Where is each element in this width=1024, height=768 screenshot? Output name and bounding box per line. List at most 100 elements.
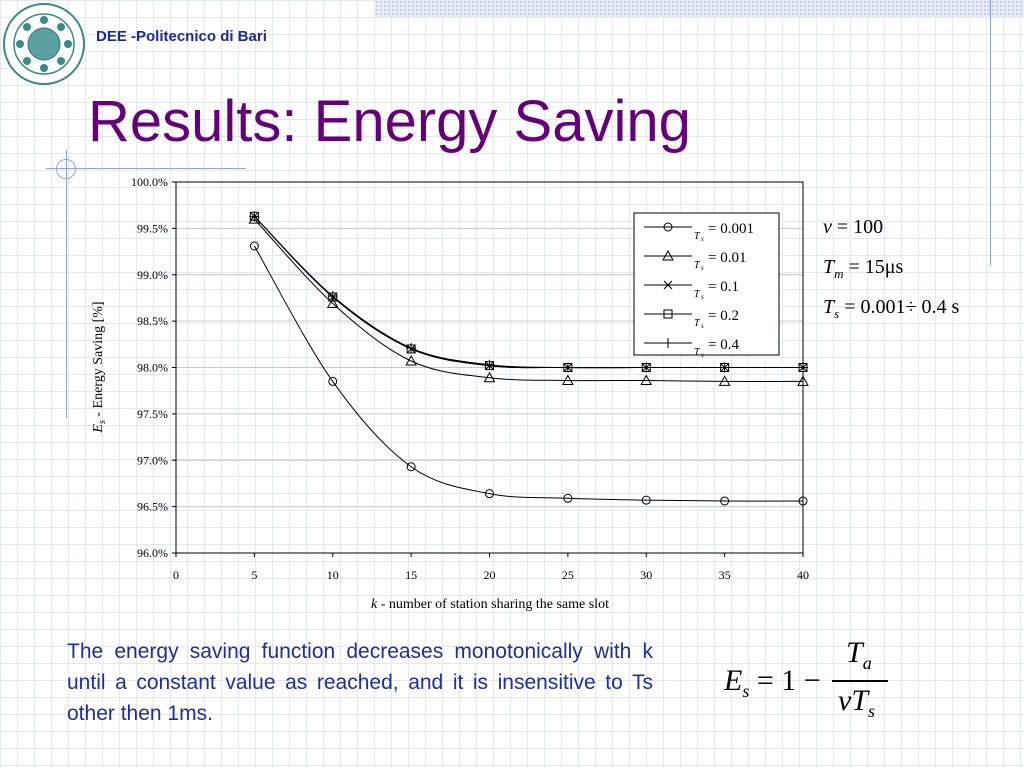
- energy-saving-chart: 96.0% 96.5% 97.0% 97.5% 98.0% 98.5% 99.0% 99.5%…: [91, 175, 809, 612]
- y-tick-label: 98.0%: [137, 361, 168, 375]
- header-band: [375, 0, 1024, 17]
- legend-var: T: [694, 289, 701, 300]
- param-v: v = 100: [823, 212, 959, 252]
- university-logo: [3, 3, 85, 85]
- param-tm-label: T: [823, 256, 835, 278]
- description-text: The energy saving function decreases mon…: [67, 640, 653, 725]
- x-tick-label: 25: [562, 568, 574, 582]
- legend-value: = 0.2: [708, 308, 739, 324]
- data-point: [720, 496, 730, 506]
- formula-num-var: T: [846, 636, 863, 669]
- data-point: [484, 359, 495, 370]
- legend-marker: [663, 338, 673, 348]
- series-line: [254, 218, 804, 382]
- legend-var: T: [694, 231, 701, 242]
- y-tick-label: 99.0%: [137, 268, 168, 282]
- data-point: [640, 374, 653, 385]
- y-axis-ticks: 96.0% 96.5% 97.0% 97.5% 98.0% 98.5% 99.0% 99.5%…: [131, 175, 176, 560]
- x-tick-label: 10: [327, 568, 339, 582]
- data-point: [405, 354, 417, 366]
- param-tm: Tm = 15μs: [823, 252, 959, 292]
- x-tick-label: 0: [173, 568, 179, 582]
- y-tick-label: 97.0%: [137, 453, 168, 467]
- legend-marker: [663, 280, 673, 290]
- x-tick-label: 40: [797, 568, 809, 582]
- legend-value: = 0.4: [708, 337, 739, 353]
- legend-value: = 0.1: [708, 279, 739, 295]
- legend-var: T: [694, 260, 701, 271]
- decorative-line-right: [990, 0, 991, 265]
- data-point: [798, 362, 808, 373]
- legend-sub: s: [701, 322, 704, 330]
- y-axis-label: Es - Energy Saving [%]: [91, 301, 108, 433]
- y-tick-label: 99.5%: [137, 221, 168, 235]
- data-point: [797, 375, 809, 386]
- x-tick-label: 35: [719, 568, 731, 582]
- y-tick-label: 98.5%: [137, 314, 168, 328]
- data-point: [718, 375, 731, 386]
- formula-lhs-var: E: [724, 664, 743, 697]
- legend-sub: s: [701, 235, 704, 243]
- series-line: [253, 245, 804, 502]
- formula-num-sub: a: [862, 653, 872, 673]
- formula-lhs-rest: = 1 −: [756, 664, 821, 697]
- data-point: [483, 371, 496, 383]
- data-point: [326, 297, 339, 309]
- decorative-circle: [56, 159, 76, 179]
- institution-name: DEE -Politecnico di Bari: [96, 28, 267, 45]
- legend-sub: s: [701, 264, 704, 272]
- x-axis-ticks: 0 5 10 15 20 25 30 35 40: [173, 553, 809, 582]
- legend-box: [633, 212, 780, 356]
- formula-denominator: vTs: [838, 684, 875, 722]
- param-tm-sub: m: [834, 266, 844, 281]
- legend-var: T: [694, 347, 701, 358]
- data-point: [327, 291, 338, 302]
- legend-marker: [663, 309, 673, 319]
- y-tick-label: 96.0%: [137, 546, 168, 560]
- data-point: [249, 211, 260, 222]
- param-ts-sub: s: [834, 306, 840, 321]
- decorative-line-top: [46, 168, 246, 169]
- data-point: [406, 462, 416, 472]
- formula-den-var: vT: [838, 684, 868, 717]
- series-plus: [249, 211, 808, 373]
- param-ts: Ts = 0.001÷ 0.4 s: [823, 292, 959, 332]
- data-point: [719, 362, 730, 373]
- series-triangle: [248, 213, 809, 386]
- parameter-list: v = 100 Tm = 15μs Ts = 0.001÷ 0.4 s: [823, 212, 959, 332]
- x-tick-label: 5: [251, 568, 257, 582]
- slide-title: Results: Energy Saving: [88, 89, 691, 154]
- formula-den-sub: s: [868, 701, 876, 721]
- param-v-label: v: [823, 216, 832, 238]
- x-axis-label: k - number of station sharing the same s…: [371, 597, 609, 612]
- chart-series: [248, 211, 809, 506]
- param-tm-value: = 15μs: [848, 256, 904, 278]
- formula-lhs-sub: s: [742, 681, 750, 701]
- data-point: [798, 496, 808, 506]
- data-point: [562, 362, 573, 373]
- data-point: [563, 493, 573, 503]
- data-point: [485, 489, 494, 499]
- data-point: [562, 374, 574, 385]
- data-point: [641, 362, 652, 373]
- decorative-line-left: [66, 150, 67, 418]
- formula-lhs: Es = 1 −: [724, 664, 821, 702]
- y-tick-label: 96.5%: [137, 500, 168, 514]
- formula-numerator: Ta: [846, 636, 872, 674]
- legend-value: = 0.01: [708, 250, 746, 266]
- legend-marker: [663, 222, 673, 232]
- data-point: [406, 343, 417, 354]
- y-tick-label: 100.0%: [131, 175, 168, 189]
- param-ts-label: T: [823, 296, 835, 318]
- legend-var: T: [694, 318, 701, 329]
- x-tick-label: 15: [405, 568, 417, 582]
- legend-marker: [662, 249, 674, 261]
- param-ts-value: = 0.001÷ 0.4 s: [844, 296, 960, 318]
- param-v-value: = 100: [836, 216, 884, 238]
